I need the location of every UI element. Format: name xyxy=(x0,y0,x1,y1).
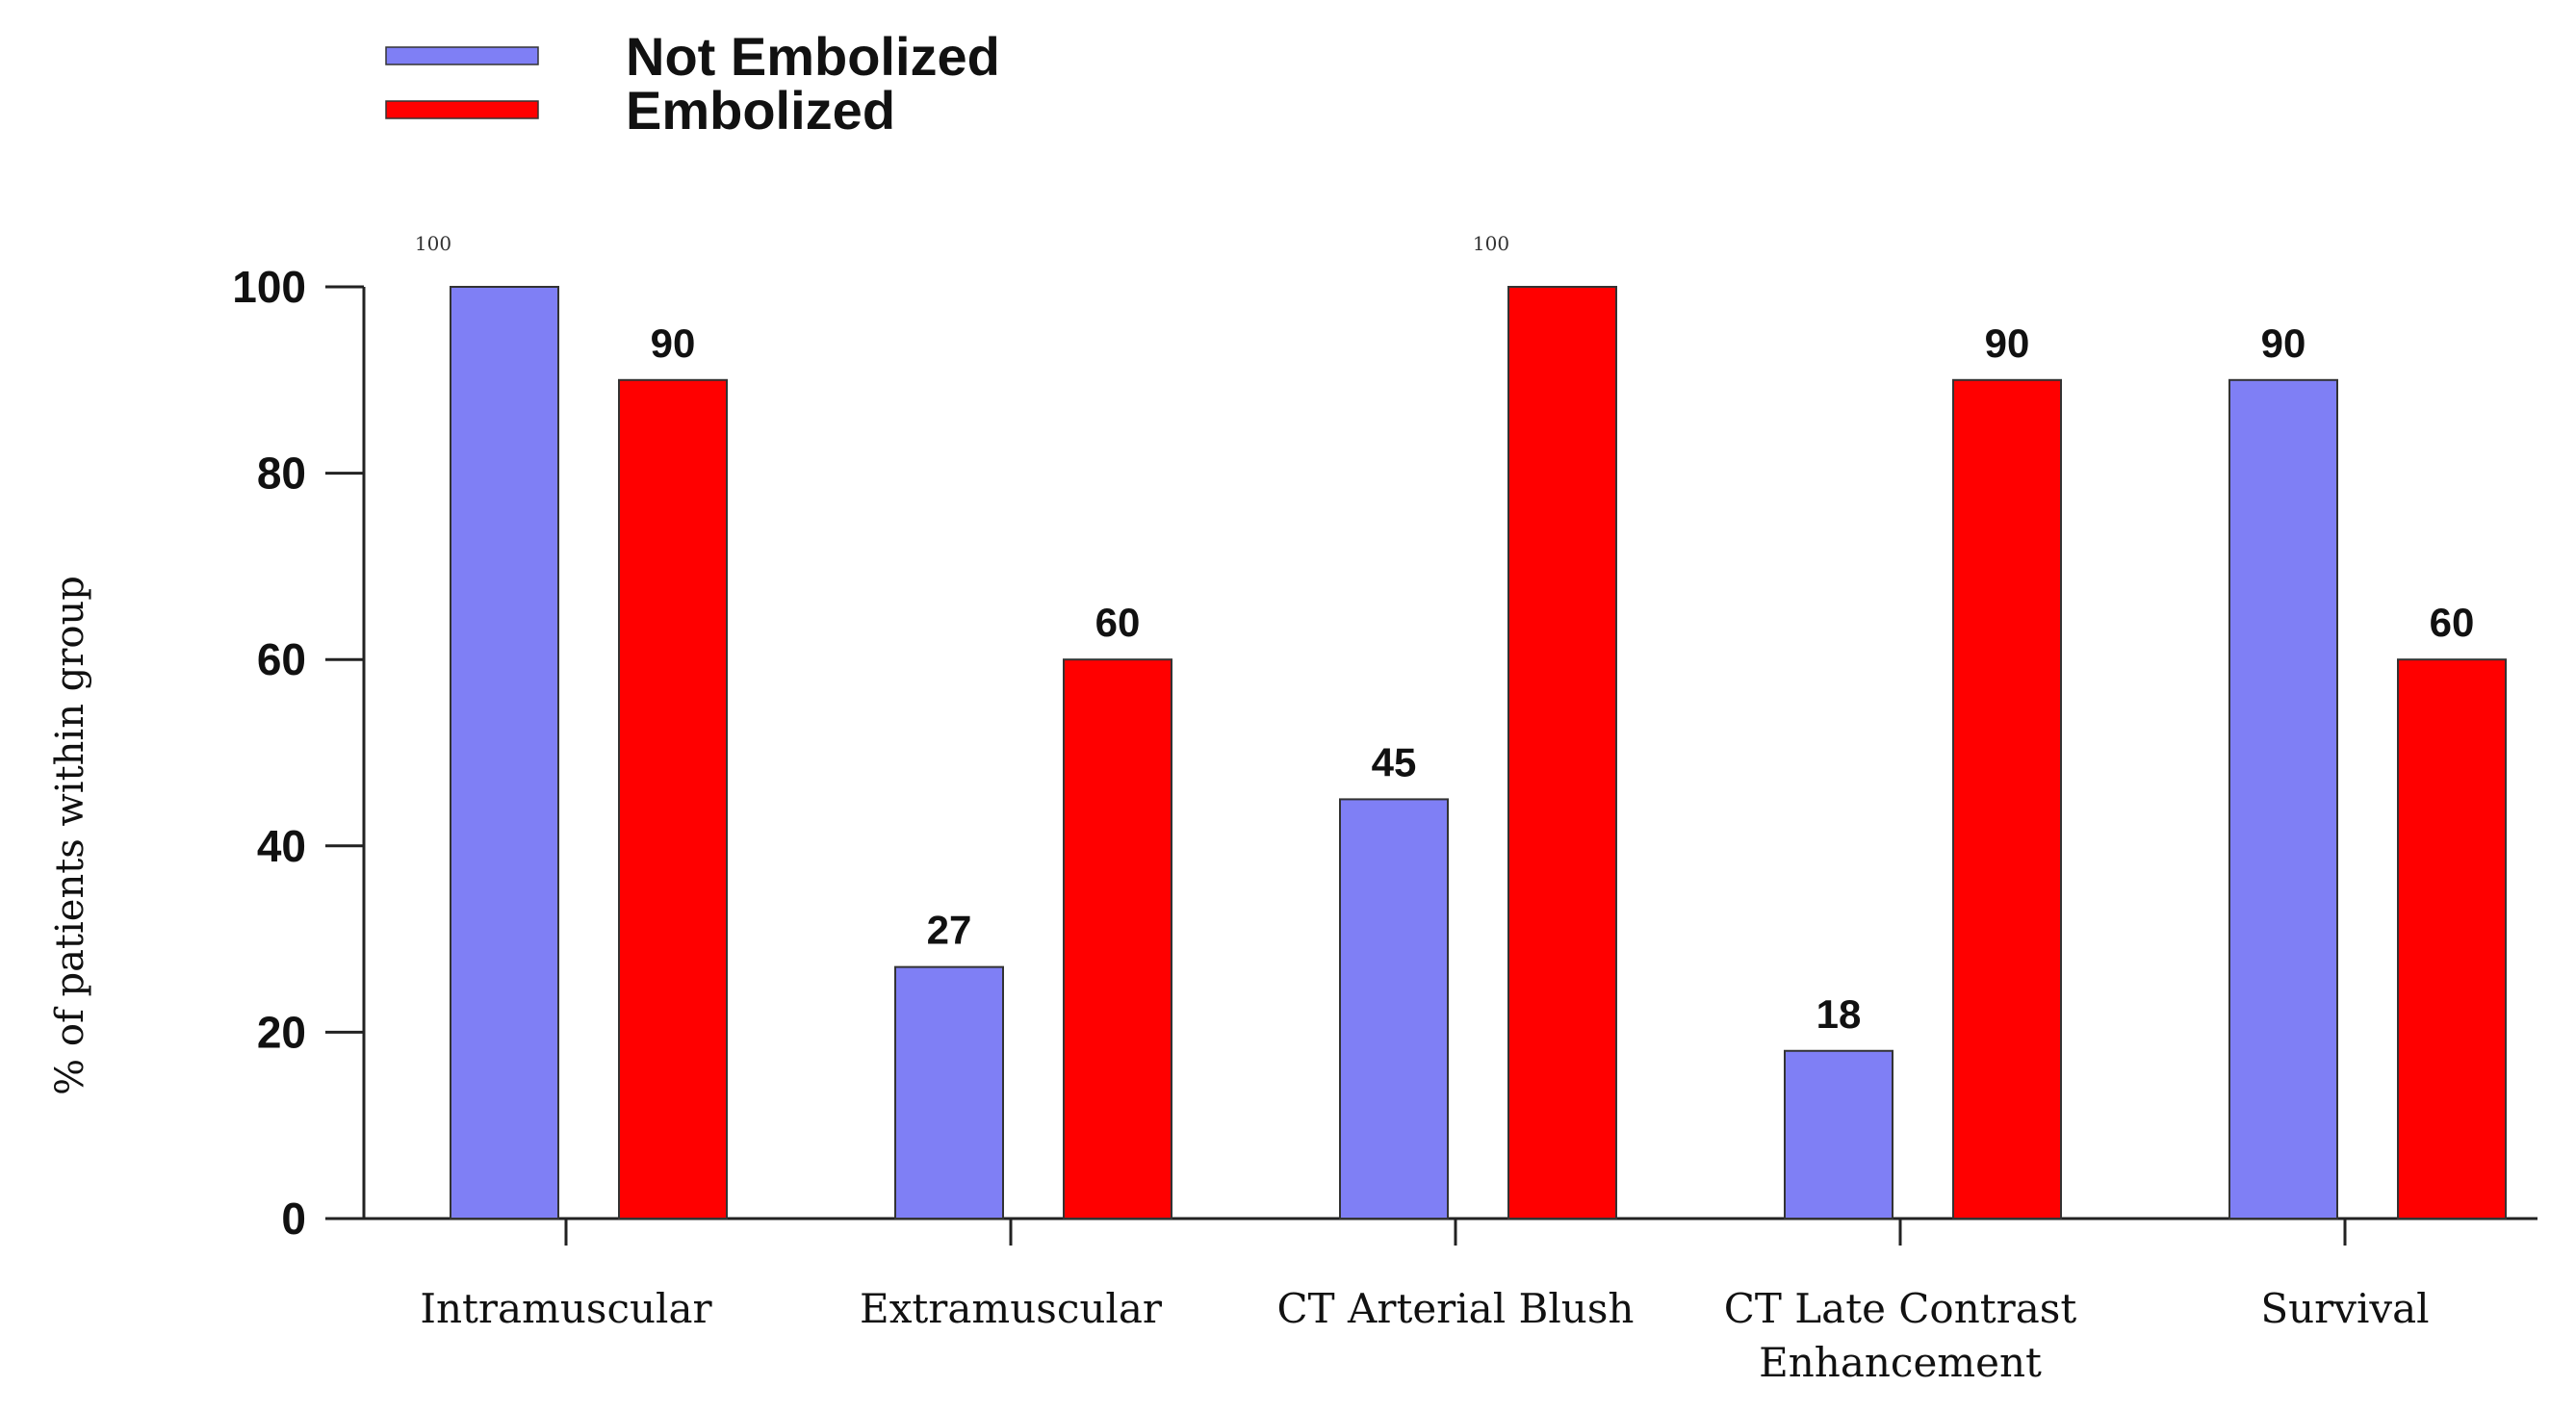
bar-embolized xyxy=(618,378,728,1220)
bar-embolized xyxy=(2397,658,2507,1220)
y-tick-label: 0 xyxy=(281,1194,306,1244)
data-label: 60 xyxy=(2430,600,2475,645)
y-axis: 0 20 40 60 80 100 xyxy=(232,262,366,1244)
data-label: 60 xyxy=(1095,600,1141,645)
y-tick-label: 80 xyxy=(257,449,306,499)
x-tick-label: Survival xyxy=(2260,1285,2429,1332)
bar-not-embolized xyxy=(1339,798,1449,1220)
bars: 100 27 45 18 90 90 60 100 90 60 xyxy=(415,232,2507,1220)
data-label: 18 xyxy=(1816,991,1862,1037)
legend-label-embolized: Embolized xyxy=(626,80,895,141)
bar-not-embolized xyxy=(450,286,559,1220)
data-label: 45 xyxy=(1372,739,1417,784)
y-tick-label: 60 xyxy=(257,634,306,684)
data-label: 90 xyxy=(651,321,696,366)
x-tick-label: Intramuscular xyxy=(420,1285,712,1332)
x-tick-label: CT Late Contrast xyxy=(1724,1285,2077,1332)
x-axis: Intramuscular Extramuscular CT Arterial Bl… xyxy=(364,1217,2537,1386)
data-label: 100 xyxy=(1473,232,1509,255)
x-tick-label: Enhancement xyxy=(1759,1339,2042,1386)
data-label: 90 xyxy=(2261,321,2306,366)
x-tick-label: CT Arterial Blush xyxy=(1277,1285,1635,1332)
data-label: 100 xyxy=(415,232,451,255)
bar-embolized xyxy=(1952,378,2062,1220)
bar-embolized xyxy=(1507,286,1617,1220)
y-tick-label: 40 xyxy=(257,821,306,871)
y-tick-label: 100 xyxy=(232,262,306,312)
bar-not-embolized xyxy=(894,965,1004,1220)
y-tick-label: 20 xyxy=(257,1007,306,1057)
bar-not-embolized xyxy=(1784,1049,1893,1220)
bar-not-embolized xyxy=(2228,378,2338,1220)
bar-embolized xyxy=(1063,658,1172,1220)
data-label: 27 xyxy=(927,908,972,953)
legend-swatch-not-embolized xyxy=(385,46,539,65)
y-axis-label: % of patients within group xyxy=(48,576,92,1095)
legend-label-not-embolized: Not Embolized xyxy=(626,26,1000,87)
data-label: 90 xyxy=(1985,321,2030,366)
x-tick-label: Extramuscular xyxy=(860,1285,1163,1332)
legend-swatch-embolized xyxy=(385,100,539,119)
